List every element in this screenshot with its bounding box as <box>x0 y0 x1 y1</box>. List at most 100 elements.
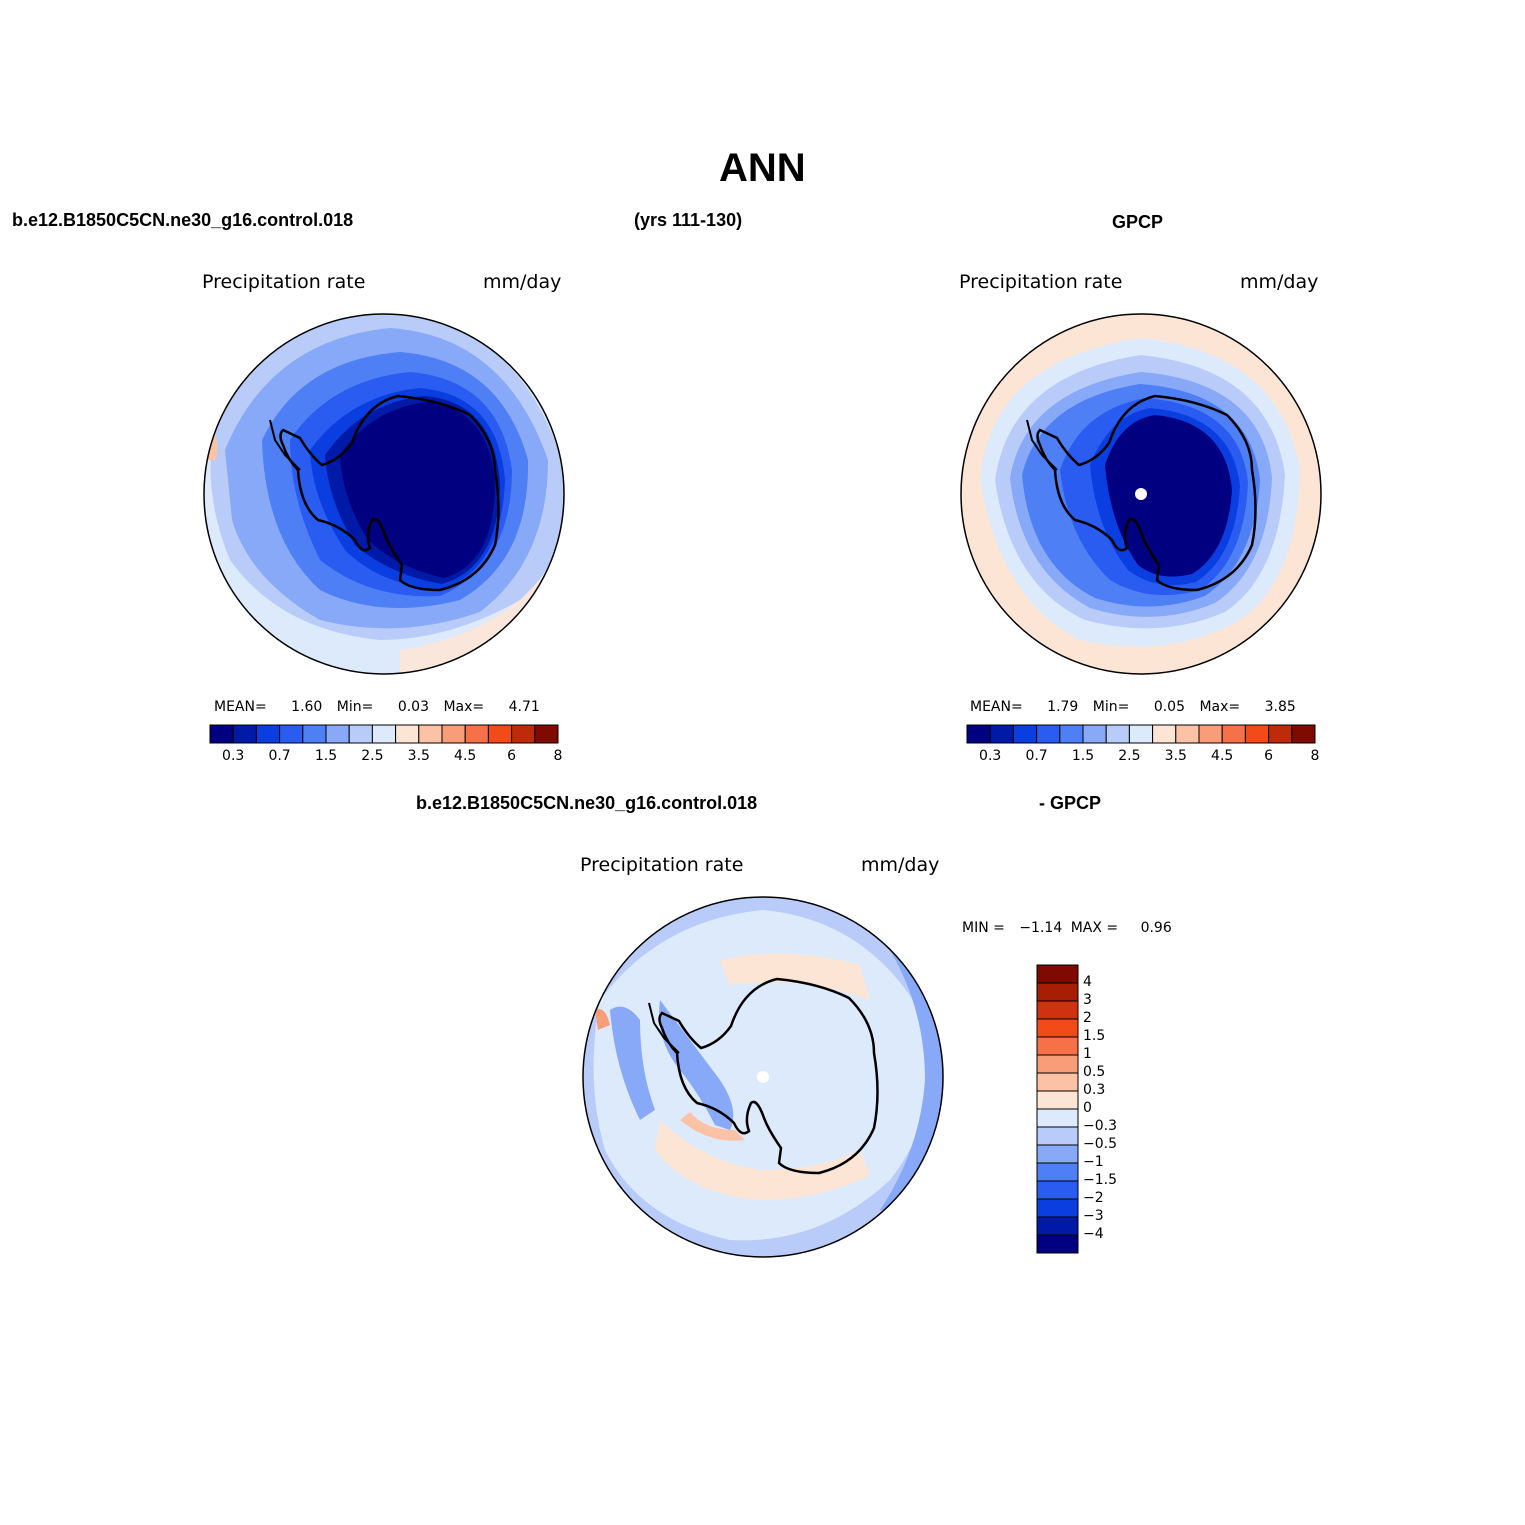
model-colorbar-box <box>255 724 281 744</box>
obs-colorbar <box>966 724 1316 744</box>
model-colorbar-tick-label: 4.5 <box>454 748 477 764</box>
diff-colorbar-box <box>1036 982 1079 1002</box>
diff-colorbar-tick-label: 0 <box>1083 1100 1092 1116</box>
model-colorbar-box <box>464 724 489 744</box>
diff-colorbar-box <box>1036 1108 1079 1128</box>
diff-colorbar-box <box>1036 1162 1079 1182</box>
diff-colorbar-tick-label: −1.5 <box>1083 1172 1117 1188</box>
model-colorbar-box <box>348 724 373 744</box>
obs-map <box>961 314 1321 674</box>
diff-colorbar-tick-label: −4 <box>1083 1226 1104 1242</box>
model-variable-label: Precipitation rate <box>202 271 366 293</box>
obs-min-value: 0.05 <box>1153 699 1185 715</box>
obs-colorbar-tick-label: 0.7 <box>1025 748 1048 764</box>
obs-colorbar-tick-label: 0.3 <box>979 748 1002 764</box>
model-mean-label: MEAN= <box>214 699 267 715</box>
diff-colorbar-tick-label: 1.5 <box>1083 1028 1106 1044</box>
obs-colorbar-box <box>966 724 991 744</box>
diff-colorbar-box <box>1036 1036 1079 1056</box>
obs-min-label: Min= <box>1092 699 1130 715</box>
obs-colorbar-box <box>1291 724 1316 744</box>
diff-colorbar <box>1036 964 1079 1254</box>
obs-peninsula <box>1026 419 1058 471</box>
model-map-border <box>203 313 565 675</box>
diff-colorbar-box <box>1036 1144 1079 1164</box>
model-peninsula <box>269 419 301 471</box>
model-colorbar-box <box>441 724 466 744</box>
obs-units-label: mm/day <box>1240 271 1319 293</box>
obs-colorbar-tick-label: 8 <box>1310 748 1320 764</box>
obs-max-value: 3.85 <box>1264 699 1296 715</box>
model-colorbar-box <box>232 724 257 744</box>
obs-colorbar-box <box>1082 724 1107 744</box>
diff-min-value: −1.14 <box>1019 920 1063 936</box>
diff-colorbar-tick-label: 1 <box>1083 1046 1092 1062</box>
diff-colorbar-box <box>1036 1054 1079 1074</box>
diff-max-value: 0.96 <box>1140 920 1172 936</box>
diff-colorbar-box <box>1036 1072 1079 1092</box>
diff-colorbar-tick-label: 0.3 <box>1083 1082 1106 1098</box>
obs-colorbar-tick-label: 4.5 <box>1211 748 1234 764</box>
diff-colorbar-tick-label: −0.3 <box>1083 1118 1117 1134</box>
model-colorbar-box <box>279 724 304 744</box>
case-label-left: b.e12.B1850C5CN.ne30_g16.control.018 <box>12 210 354 230</box>
diff-variable-label: Precipitation rate <box>580 854 744 876</box>
obs-antarctica-coastline <box>1036 394 1257 592</box>
obs-colorbar-box <box>1221 724 1246 744</box>
diff-colorbar-box <box>1036 1090 1079 1110</box>
obs-colorbar-box <box>1268 724 1293 744</box>
figure-title: ANN <box>719 146 806 190</box>
diff-map-border <box>582 896 944 1258</box>
obs-max-label: Max= <box>1199 699 1241 715</box>
obs-colorbar-box <box>1059 724 1084 744</box>
model-min-value: 0.03 <box>397 699 429 715</box>
diff-colorbar-box <box>1036 1180 1079 1200</box>
model-colorbar-box <box>325 724 350 744</box>
obs-colorbar-tick-label: 1.5 <box>1071 748 1095 764</box>
diff-colorbar-box <box>1036 1234 1079 1254</box>
diff-colorbar-box <box>1036 1198 1079 1218</box>
model-colorbar-box <box>302 724 327 744</box>
diff-colorbar-box <box>1036 1018 1079 1038</box>
model-min-label: Min= <box>336 699 374 715</box>
obs-colorbar-box <box>1198 724 1223 744</box>
model-colorbar-box <box>418 724 443 744</box>
obs-colorbar-box <box>1036 724 1061 744</box>
model-colorbar-box <box>511 724 536 744</box>
obs-colorbar-tick-label: 2.5 <box>1118 748 1141 764</box>
diff-colorbar-box <box>1036 1216 1079 1236</box>
model-colorbar-tick-label: 6 <box>507 748 517 764</box>
diff-stats: MIN = −1.14 MAX = 0.96 <box>962 920 1172 936</box>
obs-variable-label: Precipitation rate <box>959 271 1123 293</box>
obs-colorbar-box <box>1152 724 1177 744</box>
obs-map-border <box>960 313 1322 675</box>
model-colorbar-tick-label: 0.3 <box>222 748 245 764</box>
diff-peninsula <box>648 1002 680 1054</box>
diff-case-label: b.e12.B1850C5CN.ne30_g16.control.018 <box>416 793 758 813</box>
diff-max-label: MAX = <box>1070 920 1119 936</box>
diff-min-label: MIN = <box>962 920 1005 936</box>
model-colorbar-box <box>209 724 234 744</box>
obs-colorbar-box <box>1012 724 1038 744</box>
diff-colorbar-tick-label: −1 <box>1083 1154 1104 1170</box>
obs-label: GPCP <box>1112 212 1164 232</box>
diff-colorbar-box <box>1036 1000 1079 1020</box>
model-stats: MEAN= 1.60 Min= 0.03 Max= 4.71 <box>214 699 540 715</box>
model-mean-value: 1.60 <box>291 699 323 715</box>
obs-mean-value: 1.79 <box>1047 699 1079 715</box>
diff-obs-label: - GPCP <box>1039 793 1102 813</box>
model-colorbar-tick-label: 8 <box>553 748 563 764</box>
diff-colorbar-tick-label: −2 <box>1083 1190 1104 1206</box>
model-antarctica-coastline <box>279 394 500 592</box>
diff-units-label: mm/day <box>861 854 940 876</box>
model-units-label: mm/day <box>483 271 562 293</box>
obs-stats: MEAN= 1.79 Min= 0.05 Max= 3.85 <box>970 699 1296 715</box>
model-colorbar-box <box>487 724 513 744</box>
model-colorbar-box <box>395 724 420 744</box>
model-colorbar-tick-label: 2.5 <box>361 748 384 764</box>
obs-colorbar-box <box>1105 724 1130 744</box>
model-colorbar <box>209 724 559 744</box>
diff-colorbar-tick-label: 2 <box>1083 1010 1092 1026</box>
diff-colorbar-tick-label: 0.5 <box>1083 1064 1106 1080</box>
